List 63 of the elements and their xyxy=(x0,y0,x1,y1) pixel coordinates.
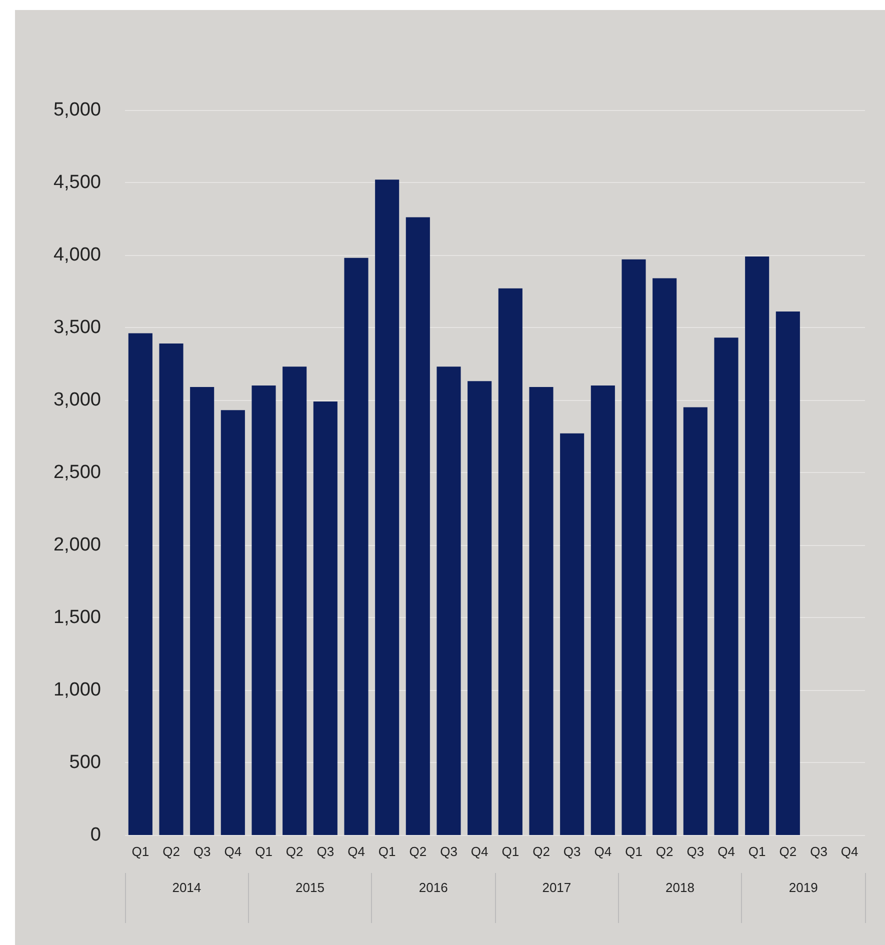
y-tick-label: 1,000 xyxy=(53,680,101,700)
bar xyxy=(128,333,152,835)
x-tick-label: Q4 xyxy=(718,844,735,859)
text: 2018 xyxy=(666,880,694,895)
y-tick-label: 2,500 xyxy=(53,462,101,483)
bar xyxy=(252,386,276,835)
y-tick-label: 5,000 xyxy=(53,100,101,120)
x-tick-label: Q1 xyxy=(378,844,396,859)
y-tick-label: 500 xyxy=(69,752,101,773)
x-tick-label: Q3 xyxy=(686,844,704,859)
bar xyxy=(560,433,584,835)
bar xyxy=(498,288,522,835)
text: 2019 xyxy=(788,880,818,895)
x-tick-label: Q1 xyxy=(132,844,150,859)
x-tick-label: Q3 xyxy=(316,844,334,859)
bar xyxy=(468,381,492,835)
text: 2017 xyxy=(542,880,572,895)
bar xyxy=(590,386,615,835)
y-tick-label: 1,500 xyxy=(53,607,101,628)
bar xyxy=(220,410,245,835)
x-tick-label: Q1 xyxy=(502,844,520,859)
y-tick-label: 0 xyxy=(90,824,101,846)
bar xyxy=(375,180,400,835)
bar xyxy=(313,401,338,835)
x-tick-label: Q1 xyxy=(748,844,766,859)
bar xyxy=(282,366,307,835)
bar xyxy=(745,256,770,835)
bar xyxy=(652,278,677,835)
bar xyxy=(683,407,708,835)
bar xyxy=(344,258,368,835)
x-tick-label: Q3 xyxy=(563,844,581,859)
x-tick-label: Q2 xyxy=(779,844,797,859)
text: 2015 xyxy=(296,880,324,895)
bar xyxy=(776,312,800,835)
x-tick-label: Q3 xyxy=(193,844,211,859)
bar xyxy=(714,338,738,835)
y-tick-label: 3,500 xyxy=(53,317,101,338)
x-tick-label: Q3 xyxy=(810,844,828,859)
y-tick-label: 2,000 xyxy=(53,534,101,556)
y-tick-label: 4,000 xyxy=(53,244,101,266)
x-tick-label: Q2 xyxy=(286,844,304,859)
x-tick-label: Q2 xyxy=(532,844,550,859)
bar xyxy=(190,386,214,835)
x-tick-label: Q2 xyxy=(409,844,427,859)
text: 2016 xyxy=(418,880,448,895)
x-tick-label: Q4 xyxy=(348,844,365,859)
bar xyxy=(436,366,461,835)
x-tick-label: Q1 xyxy=(255,844,272,859)
x-tick-label: Q4 xyxy=(840,844,858,859)
x-tick-label: Q2 xyxy=(162,844,180,859)
bar xyxy=(529,386,554,835)
x-tick-label: Q2 xyxy=(656,844,674,859)
text: 2014 xyxy=(172,880,202,895)
y-tick-label: 4,500 xyxy=(53,172,101,193)
x-tick-label: Q4 xyxy=(594,844,612,859)
bar xyxy=(159,343,184,835)
y-tick-label: 3,000 xyxy=(53,390,101,410)
bar xyxy=(622,259,646,835)
x-tick-label: Q1 xyxy=(625,844,642,859)
bar xyxy=(406,217,430,835)
x-tick-label: Q4 xyxy=(224,844,242,859)
x-tick-label: Q4 xyxy=(470,844,488,859)
x-tick-label: Q3 xyxy=(440,844,458,859)
